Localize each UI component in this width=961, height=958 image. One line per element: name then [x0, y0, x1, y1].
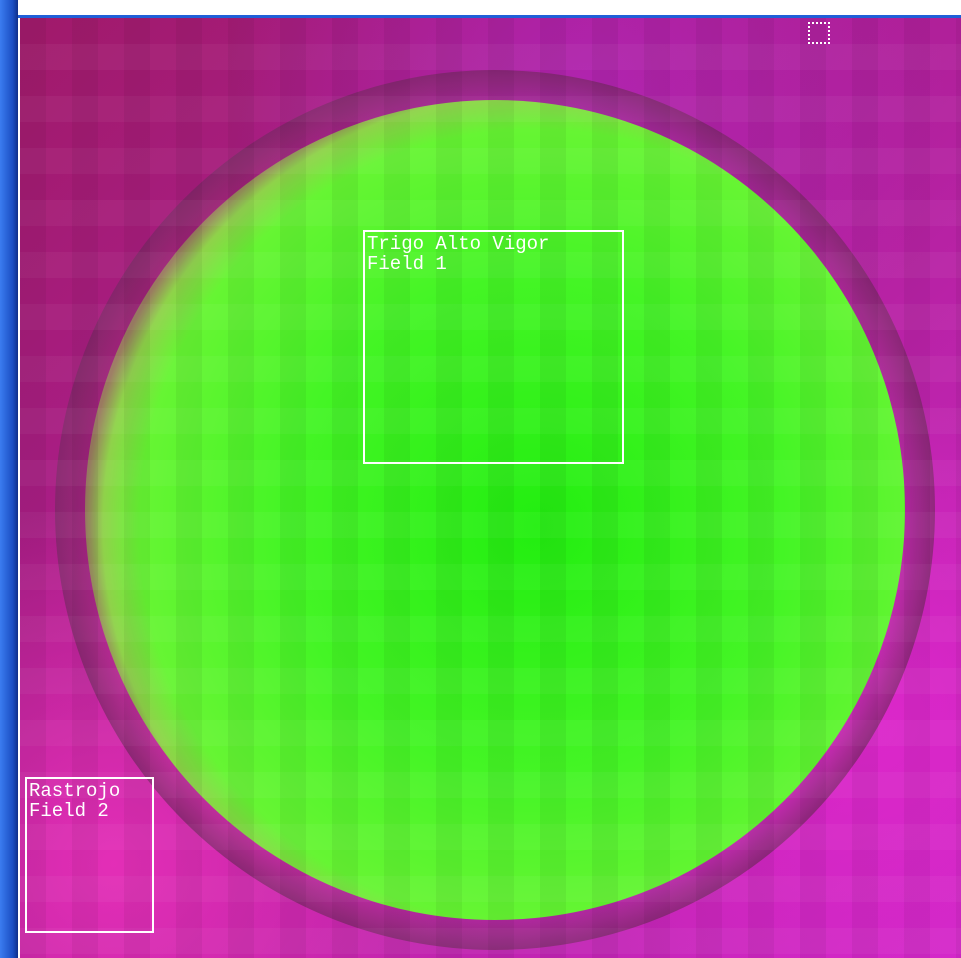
region-label: Trigo Alto Vigor: [367, 233, 550, 255]
green-field: [85, 100, 905, 920]
title-bar: [0, 0, 961, 18]
window-border: [0, 0, 18, 958]
region-box: Rastrojo Field 2: [25, 777, 154, 933]
image-view: Trigo Alto Vigor Field 1 Rastrojo Field …: [20, 18, 961, 958]
pixel-grid: [20, 18, 961, 958]
selection-marquee: [808, 22, 830, 44]
region-field: Field 2: [29, 800, 109, 822]
region-box: Trigo Alto Vigor Field 1: [363, 230, 624, 464]
region-field: Field 1: [367, 253, 447, 275]
region-label: Rastrojo: [29, 780, 121, 802]
vegetation-map: [55, 70, 935, 950]
